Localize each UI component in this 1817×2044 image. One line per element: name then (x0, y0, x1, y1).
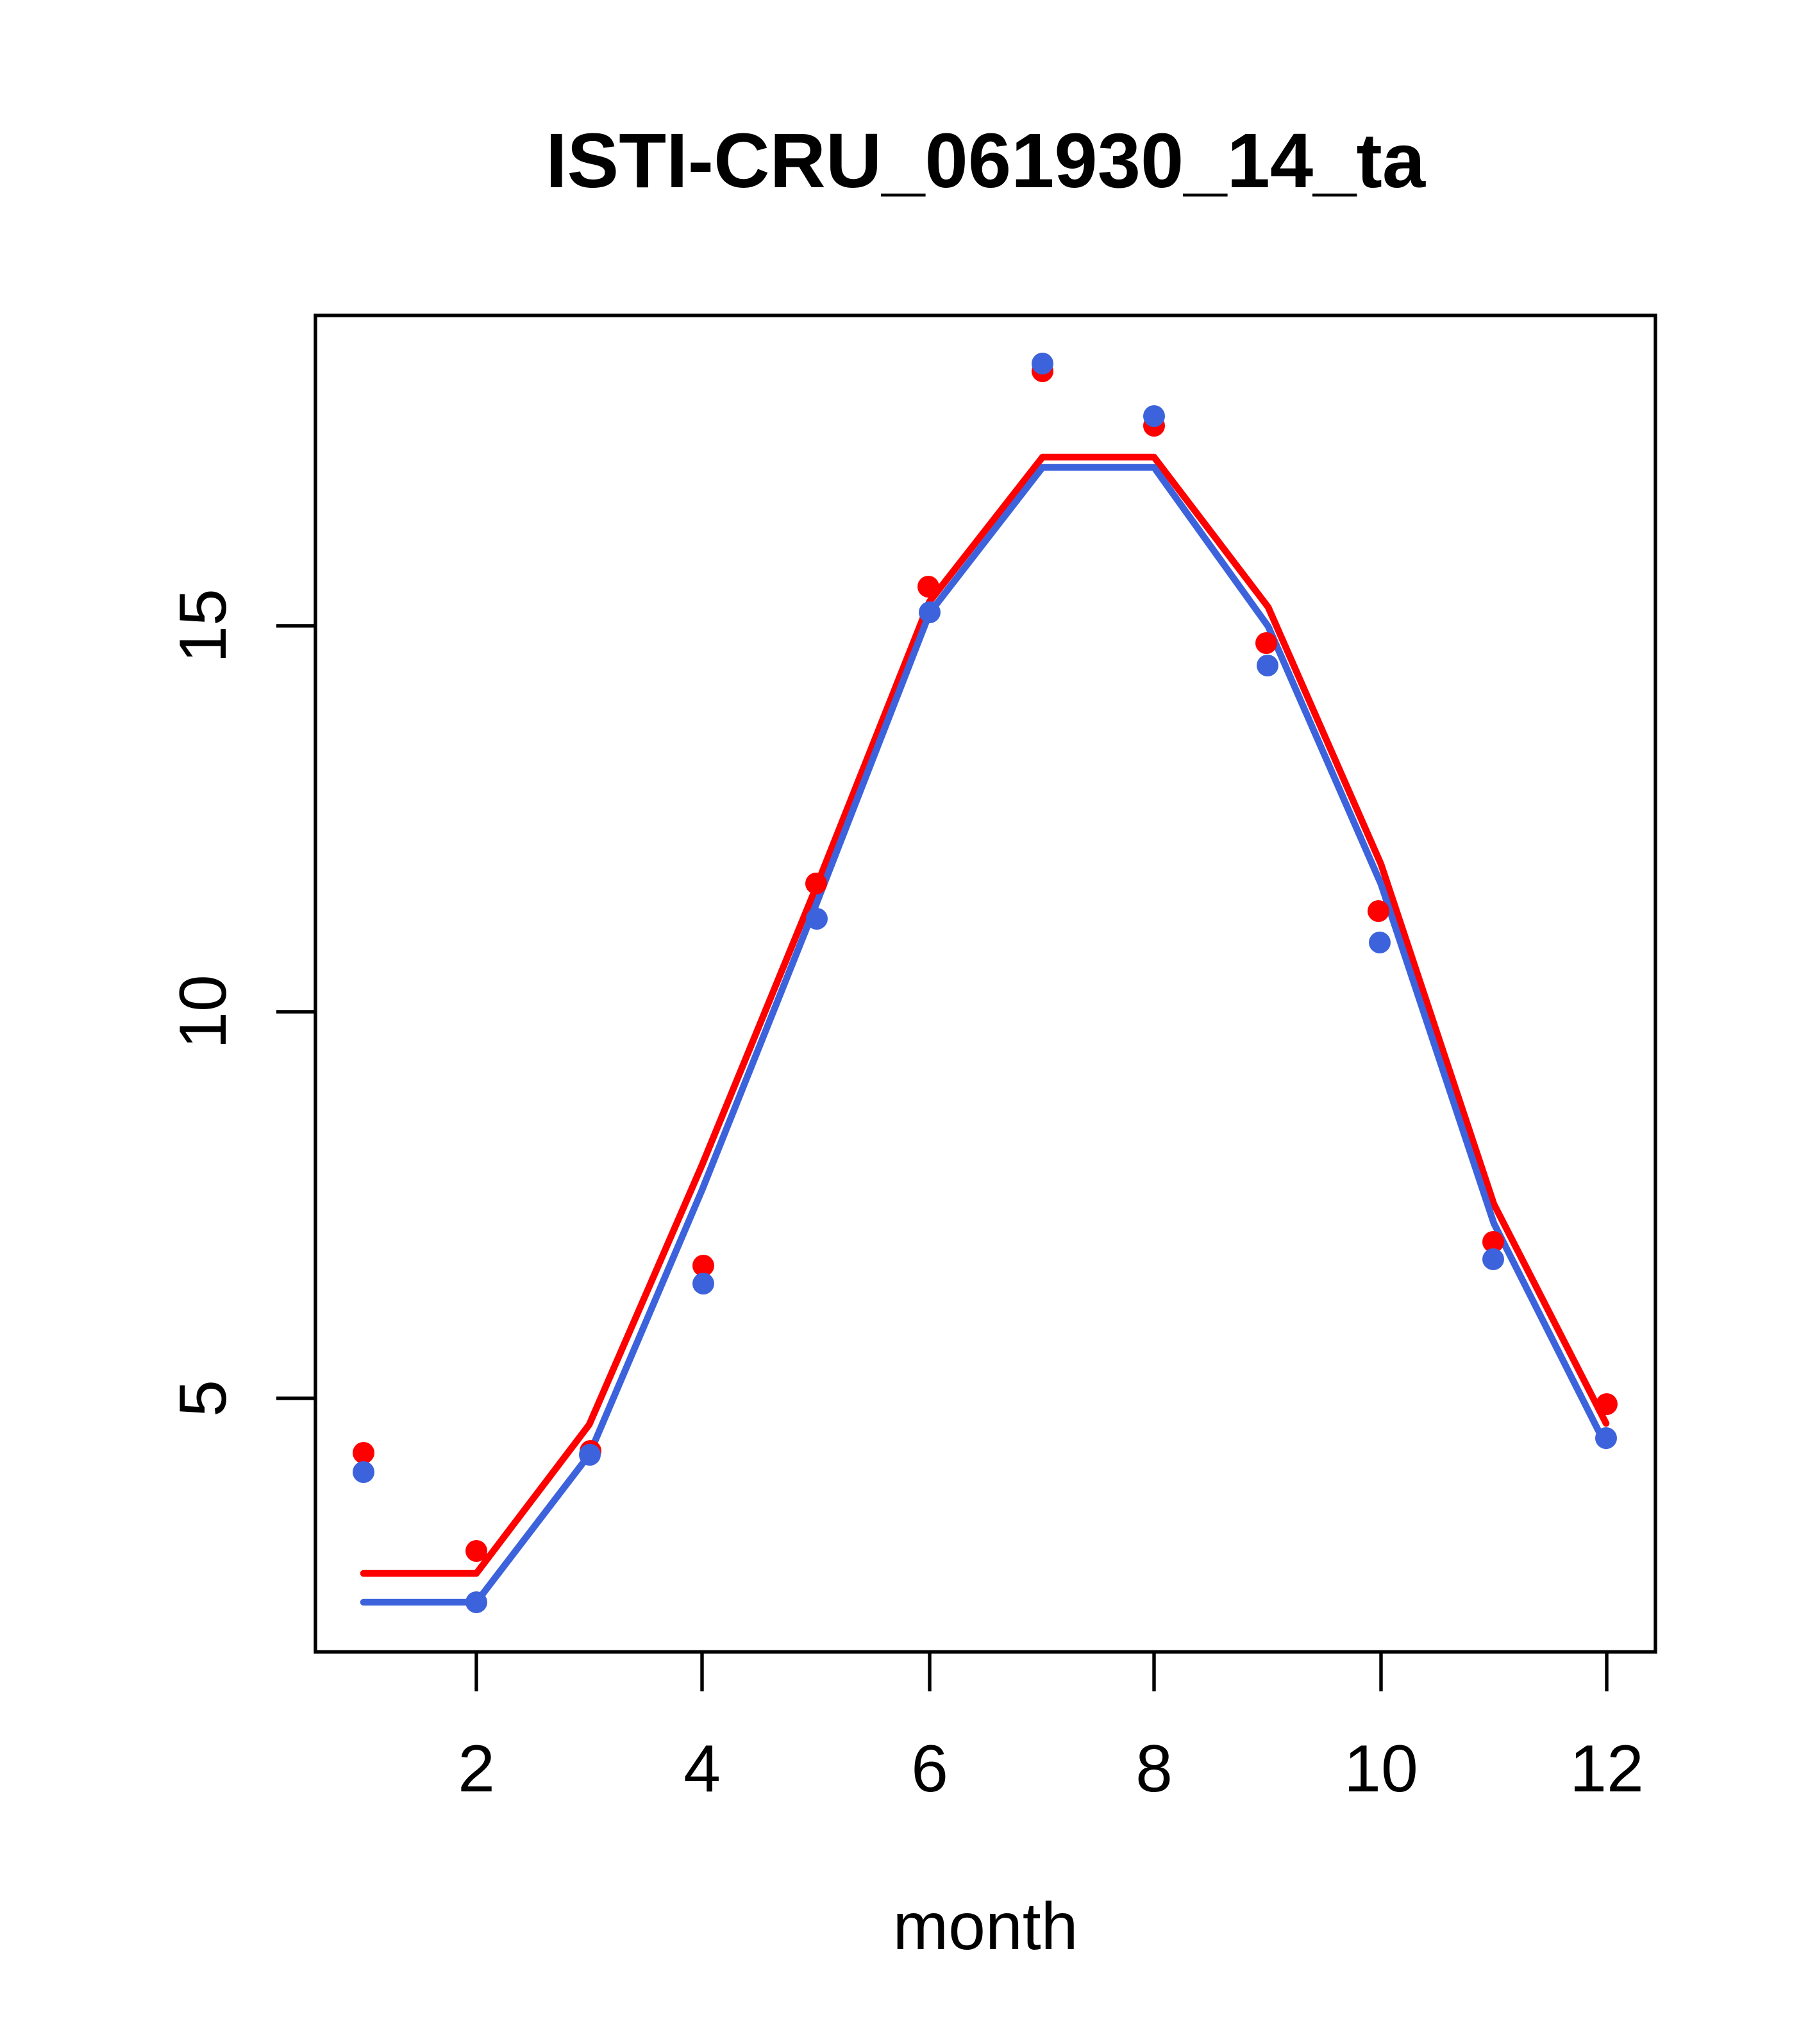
svg-text:5: 5 (166, 1380, 240, 1417)
svg-text:month: month (892, 1889, 1078, 1964)
svg-text:8: 8 (1135, 1732, 1173, 1806)
svg-text:10: 10 (1344, 1732, 1418, 1806)
svg-text:6: 6 (911, 1732, 948, 1806)
svg-text:15: 15 (166, 589, 240, 663)
svg-text:10: 10 (166, 975, 240, 1049)
svg-text:ISTI-CRU_061930_14_ta: ISTI-CRU_061930_14_ta (546, 117, 1427, 204)
svg-text:4: 4 (683, 1732, 721, 1806)
svg-text:12: 12 (1570, 1732, 1644, 1806)
svg-text:2: 2 (458, 1732, 495, 1806)
